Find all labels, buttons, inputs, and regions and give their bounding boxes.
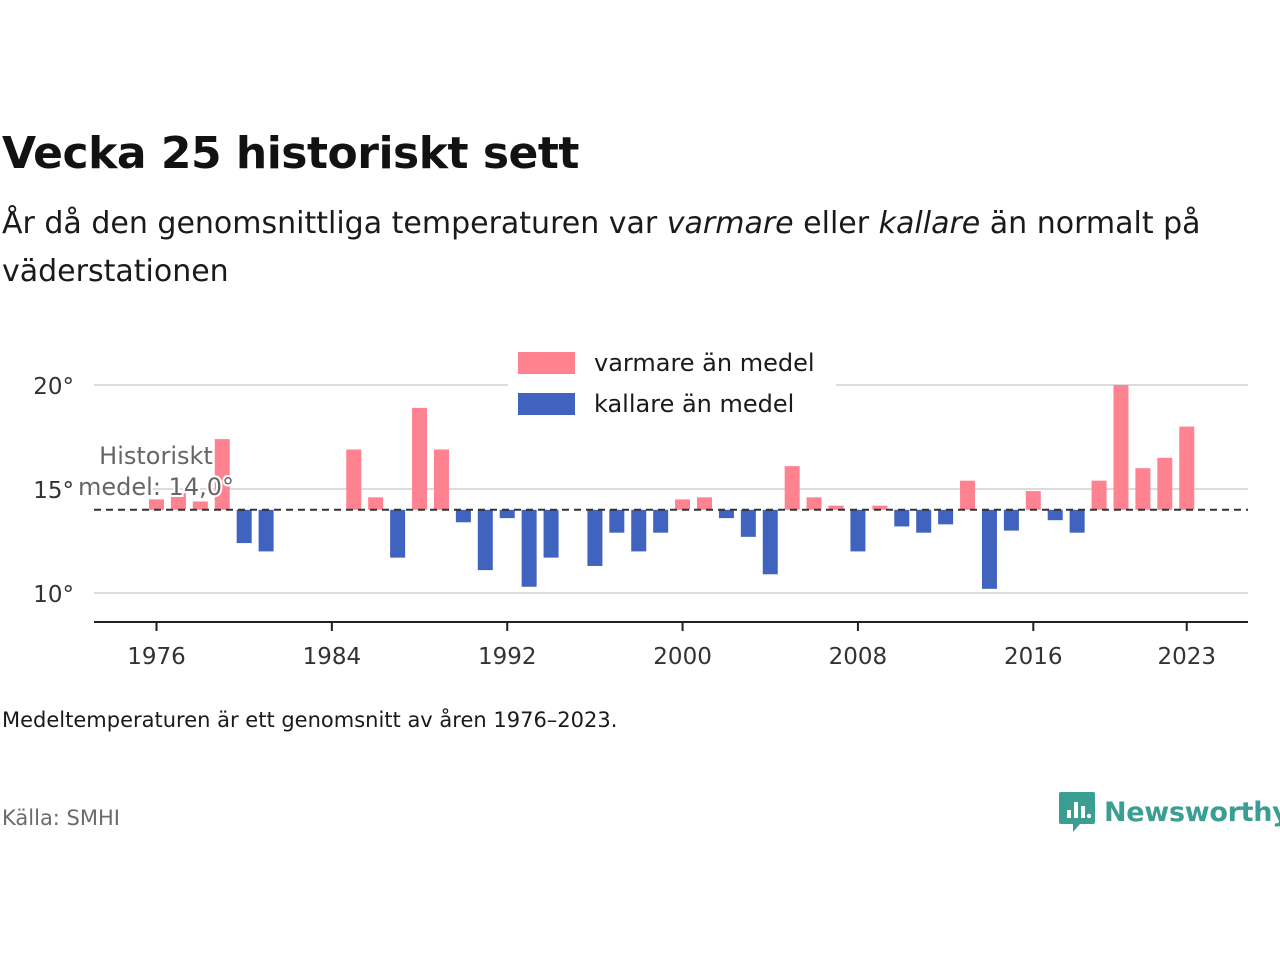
bar — [806, 497, 822, 510]
bar — [762, 509, 778, 575]
bar — [390, 509, 406, 558]
bar — [149, 499, 164, 510]
x-tick-label: 1992 — [478, 644, 537, 670]
bar — [368, 497, 384, 510]
bar — [1135, 468, 1151, 510]
x-tick-label: 2000 — [653, 644, 712, 670]
brand-logo: Newsworthy — [1058, 790, 1280, 834]
bar — [718, 509, 734, 519]
newsworthy-logo-icon — [1059, 792, 1095, 832]
bar — [1025, 491, 1041, 510]
bar — [850, 509, 866, 552]
subtitle-warm-word: varmare — [666, 206, 794, 241]
legend-swatch — [518, 393, 575, 415]
bars — [149, 385, 1195, 589]
subtitle-text: än normalt på väderstationen — [2, 206, 1201, 289]
bar — [1069, 509, 1085, 533]
bar — [1091, 480, 1107, 510]
bar — [740, 509, 756, 537]
bar — [1047, 509, 1063, 521]
bar — [543, 509, 559, 558]
bar — [587, 509, 603, 566]
bar — [609, 509, 625, 533]
bar — [477, 509, 493, 571]
bar — [499, 509, 515, 519]
bar — [258, 509, 274, 552]
bar — [981, 509, 997, 589]
subtitle-text: År då den genomsnittliga temperaturen va… — [2, 206, 667, 241]
bar — [1113, 385, 1129, 510]
chart-subtitle: År då den genomsnittliga temperaturen va… — [2, 200, 1252, 296]
legend-label: varmare än medel — [594, 349, 815, 377]
bar — [938, 509, 954, 525]
y-tick-label: 15° — [33, 478, 74, 504]
bar — [214, 439, 230, 510]
bar — [697, 497, 712, 510]
y-tick-label: 20° — [33, 374, 74, 400]
bar — [916, 509, 932, 533]
bar — [346, 449, 362, 510]
bar — [1179, 426, 1195, 510]
bar — [960, 480, 976, 510]
baseline-group: Historiskt medel: 14,0° — [76, 440, 1248, 511]
baseline-label: Historiskt — [99, 442, 213, 470]
baseline-label: medel: 14,0° — [78, 473, 234, 501]
y-tick-label: 10° — [33, 582, 74, 608]
bar — [236, 509, 252, 544]
bar — [433, 449, 449, 510]
bar — [1003, 509, 1019, 531]
x-tick-label: 1984 — [303, 644, 362, 670]
axes: 10° 15° 20° 1976 1984 1992 2000 2008 2016 2023 — [33, 374, 1248, 670]
bar — [170, 493, 186, 510]
legend: varmare än medel kallare än medel — [508, 346, 836, 434]
x-tick-label: 2023 — [1157, 644, 1216, 670]
brand-name: Newsworthy — [1104, 796, 1280, 828]
legend-label: kallare än medel — [594, 390, 794, 418]
bar-chart: Historiskt medel: 14,0° 10° 15° 20° 1976 1984… — [33, 346, 1248, 670]
subtitle-cold-word: kallare — [878, 206, 981, 241]
x-tick-label: 2008 — [829, 644, 888, 670]
footnote: Medeltemperaturen är ett genomsnitt av å… — [2, 708, 618, 732]
x-tick-label: 2016 — [1004, 644, 1063, 670]
bar — [1157, 457, 1173, 510]
bar — [894, 509, 910, 527]
bar — [412, 407, 428, 510]
subtitle-text: eller — [793, 206, 879, 241]
bar — [455, 509, 471, 523]
bar — [631, 509, 647, 552]
bar — [675, 499, 691, 510]
bar — [521, 509, 537, 587]
bar — [872, 505, 888, 510]
bar — [828, 505, 844, 510]
bar — [192, 501, 208, 510]
bar — [653, 509, 669, 533]
bar — [784, 466, 800, 510]
chart-title: Vecka 25 historiskt sett — [2, 128, 579, 179]
legend-swatch — [518, 352, 575, 374]
x-tick-label: 1976 — [127, 644, 186, 670]
source-label: Källa: SMHI — [2, 806, 120, 830]
